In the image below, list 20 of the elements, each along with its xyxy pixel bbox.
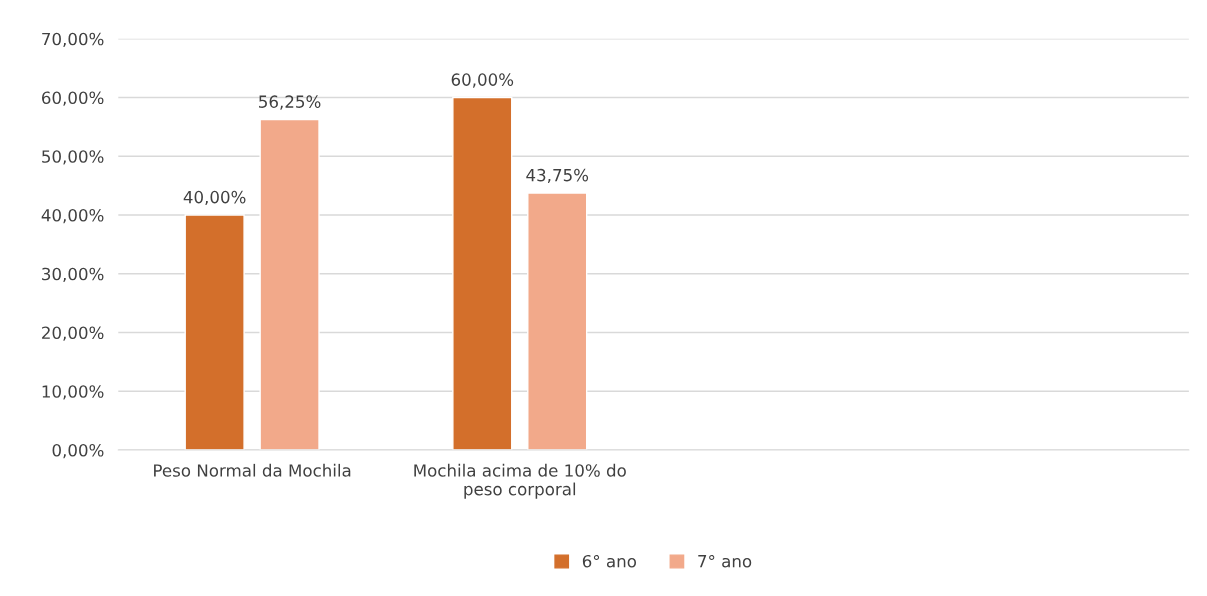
bar: [452, 96, 513, 450]
y-tick-label: 30,00%: [42, 267, 104, 282]
y-tick-label: 10,00%: [42, 385, 104, 400]
legend-label: 7° ano: [698, 554, 752, 568]
y-tick-label: 40,00%: [41, 208, 104, 224]
bar: [184, 214, 245, 450]
data-label: 60,00%: [451, 73, 514, 88]
data-label: 56,25%: [259, 95, 321, 110]
y-tick-label: 20,00%: [42, 326, 104, 341]
x-tick-label: Mochila acima de 10% do peso corporal: [414, 463, 626, 499]
x-tick-label: Peso Normal da Mochila: [154, 463, 351, 477]
y-tick-label: 60,00%: [42, 91, 104, 106]
bar: [527, 192, 588, 450]
bar: [259, 118, 320, 450]
legend-label: 6° ano: [582, 554, 637, 568]
y-tick-label: 0,00%: [52, 443, 104, 459]
y-tick-label: 70,00%: [42, 32, 104, 48]
data-label: 40,00%: [183, 190, 246, 206]
y-tick-label: 50,00%: [42, 150, 104, 165]
data-label: 43,75%: [526, 168, 589, 184]
